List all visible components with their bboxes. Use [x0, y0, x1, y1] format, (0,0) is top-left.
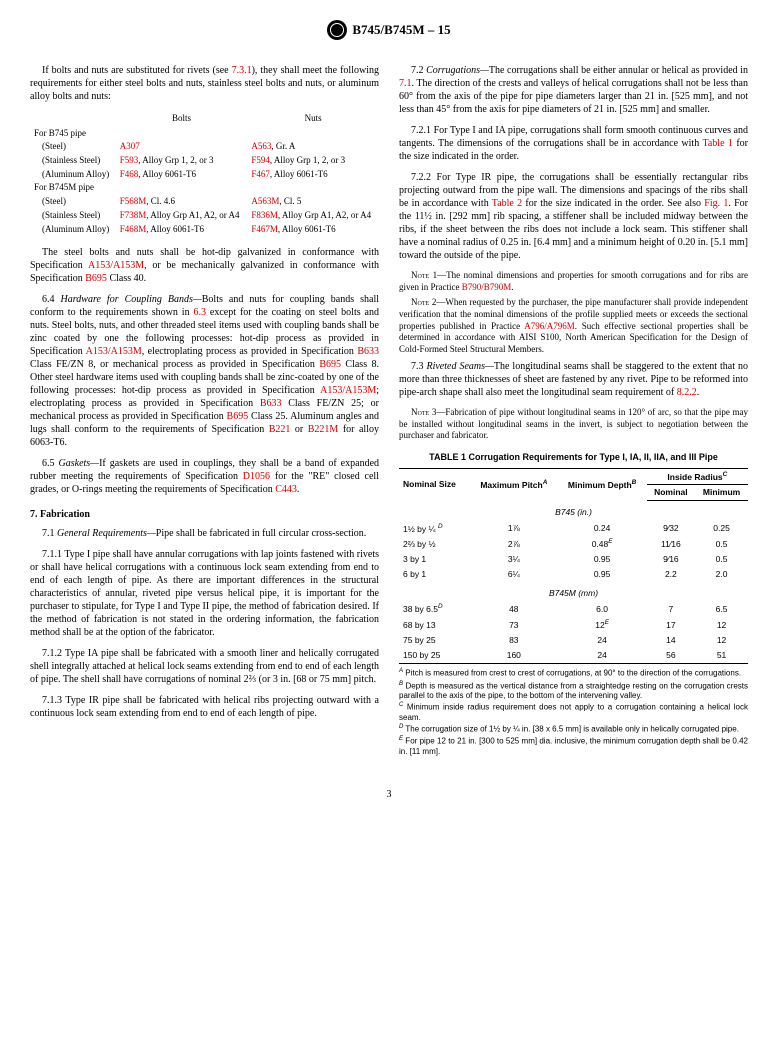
para-7-3: 7.3 Riveted Seams—The longitudinal seams… [399, 360, 748, 399]
para-7-1-2: 7.1.2 Type IA pipe shall be fabricated w… [30, 647, 379, 686]
section-b745m-mm: B745M (mm) [399, 582, 748, 601]
para-6-5: 6.5 Gaskets—If gaskets are used in coupl… [30, 457, 379, 496]
right-column: 7.2 Corrugations—The corrugations shall … [399, 64, 748, 758]
group-b745: For B745 pipe [30, 127, 379, 141]
table-row: 150 by 25160245651 [399, 648, 748, 664]
table-row: 6 by 16¼0.952.22.0 [399, 567, 748, 582]
table-row: (Aluminum Alloy) F468M, Alloy 6061-T6 F4… [30, 223, 379, 237]
left-column: If bolts and nuts are substituted for ri… [30, 64, 379, 758]
th-rnom: Nominal [647, 485, 695, 501]
para-7-1: 7.1 General Requirements—Pipe shall be f… [30, 527, 379, 540]
heading-7: 7. Fabrication [30, 508, 379, 521]
table-row: 68 by 137312E1712 [399, 617, 748, 633]
standard-number: B745/B745M – 15 [352, 22, 450, 39]
astm-logo-icon [327, 20, 347, 40]
ref-7-3-1: 7.3.1 [232, 65, 252, 76]
table-1-footnotes: A Pitch is measured from crest to crest … [399, 668, 748, 756]
para-galvanize: The steel bolts and nuts shall be hot-di… [30, 246, 379, 285]
para-6-4: 6.4 Hardware for Coupling Bands—Bolts an… [30, 293, 379, 449]
table-row: 2⅔ by ½2⅞0.48E11⁄160.5 [399, 536, 748, 552]
table-row: 38 by 6.5D486.076.5 [399, 601, 748, 617]
para-7-2: 7.2 Corrugations—The corrugations shall … [399, 64, 748, 116]
table-row: (Stainless Steel) F738M, Alloy Grp A1, A… [30, 209, 379, 223]
th-nuts: Nuts [247, 111, 379, 127]
para-7-2-1: 7.2.1 For Type I and IA pipe, corrugatio… [399, 124, 748, 163]
th-nominal: Nominal Size [399, 468, 470, 501]
bolts-nuts-table: BoltsNuts For B745 pipe (Steel) A307 A56… [30, 111, 379, 236]
table-row: (Stainless Steel) F593, Alloy Grp 1, 2, … [30, 154, 379, 168]
two-column-layout: If bolts and nuts are substituted for ri… [30, 64, 748, 758]
para-7-1-1: 7.1.1 Type I pipe shall have annular cor… [30, 548, 379, 639]
section-b745-in: B745 (in.) [399, 501, 748, 521]
table-row: 3 by 13¼0.959⁄160.5 [399, 552, 748, 567]
para-7-1-3: 7.1.3 Type IR pipe shall be fabricated w… [30, 694, 379, 720]
page-number: 3 [30, 788, 748, 801]
para-bolts-intro: If bolts and nuts are substituted for ri… [30, 64, 379, 103]
table-row: 75 by 2583241412 [399, 633, 748, 648]
note-3: Note 3—Fabrication of pipe without longi… [399, 407, 748, 442]
note-2: Note 2—When requested by the purchaser, … [399, 297, 748, 355]
table-1-title: TABLE 1 Corrugation Requirements for Typ… [399, 452, 748, 464]
table-1: Nominal Size Maximum PitchA Minimum Dept… [399, 468, 748, 665]
table-row: (Steel) F568M, Cl. 4.6 A563M, Cl. 5 [30, 195, 379, 209]
note-1: Note 1—The nominal dimensions and proper… [399, 270, 748, 293]
group-b745m: For B745M pipe [30, 181, 379, 195]
table-row: 1½ by ¼ D1⅞0.249⁄320.25 [399, 521, 748, 537]
para-7-2-2: 7.2.2 For Type IR pipe, the corrugations… [399, 171, 748, 262]
th-rmin: Minimum [695, 485, 748, 501]
table-row: (Steel) A307 A563, Gr. A [30, 140, 379, 154]
table-row: (Aluminum Alloy) F468, Alloy 6061-T6 F46… [30, 168, 379, 182]
th-bolts: Bolts [116, 111, 248, 127]
page-header: B745/B745M – 15 [30, 20, 748, 44]
